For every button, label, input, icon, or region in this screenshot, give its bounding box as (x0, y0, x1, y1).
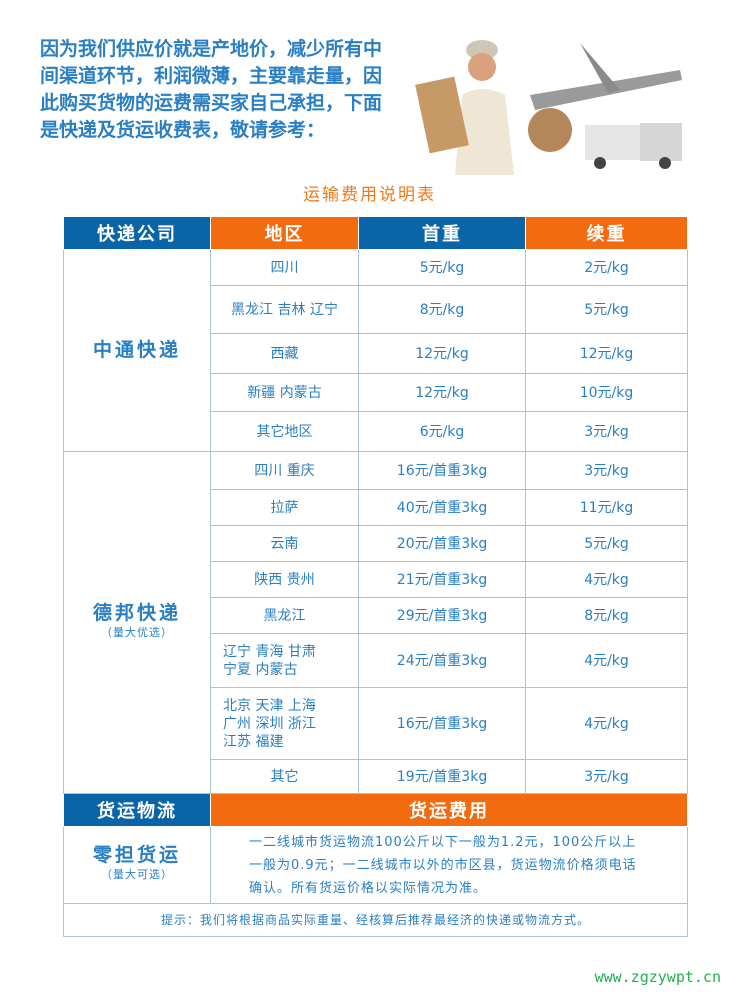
tip-text: 提示：我们将根据商品实际重量、经核算后推荐最经济的快递或物流方式。 (63, 903, 688, 937)
extra-weight-cell: 4元/kg (525, 687, 688, 760)
region-cell: 四川 (210, 249, 359, 286)
freight-note: （量大可选） (101, 868, 173, 881)
region-cell: 拉萨 (210, 489, 359, 526)
extra-weight-cell: 3元/kg (525, 759, 688, 794)
extra-weight-cell: 4元/kg (525, 561, 688, 598)
first-weight-cell: 24元/首重3kg (358, 633, 526, 688)
first-weight-cell: 19元/首重3kg (358, 759, 526, 794)
header-extra-weight: 续重 (525, 216, 688, 250)
table-title: 运输费用说明表 (303, 185, 436, 205)
first-weight-cell: 20元/首重3kg (358, 525, 526, 562)
extra-weight-cell: 5元/kg (525, 525, 688, 562)
first-weight-cell: 12元/kg (358, 373, 526, 412)
extra-weight-cell: 3元/kg (525, 451, 688, 490)
freight-header-right: 货运费用 (210, 793, 688, 827)
freight-row: 零担货运 （量大可选） 一二线城市货运物流100公斤以下一般为1.2元，100公斤… (63, 826, 688, 904)
zhongtong-rows: 中通快递 四川 5元/kg 2元/kg 黑龙江 吉林 辽宁 8元/kg 5元/kg 西藏 12元… (63, 249, 688, 452)
region-cell: 其它地区 (210, 411, 359, 452)
table-row: 辽宁 青海 甘肃 宁夏 内蒙古 24元/首重3kg 4元/kg (64, 633, 688, 688)
region-cell: 黑龙江 吉林 辽宁 (210, 285, 359, 334)
table-row: 黑龙江 吉林 辽宁 8元/kg 5元/kg (64, 285, 688, 334)
company-name: 中通快递 (92, 338, 181, 361)
freight-name: 零担货运 (92, 844, 181, 866)
table-row: 陕西 贵州 21元/首重3kg 4元/kg (64, 561, 688, 598)
table-row: 中通快递 四川 5元/kg 2元/kg (63, 249, 688, 452)
first-weight-cell: 29元/首重3kg (358, 597, 526, 634)
courier-delivery-image (415, 40, 682, 175)
region-cell: 四川 重庆 (210, 451, 359, 490)
region-cell: 辽宁 青海 甘肃 宁夏 内蒙古 (210, 633, 359, 688)
header-row: 快递公司 地区 首重 续重 (63, 216, 688, 250)
table-row: 西藏 12元/kg 12元/kg (64, 333, 688, 374)
company-note: （量大优选） (101, 625, 173, 639)
first-weight-cell: 21元/首重3kg (358, 561, 526, 598)
region-cell: 其它 (210, 759, 359, 794)
tip-row: 提示：我们将根据商品实际重量、经核算后推荐最经济的快递或物流方式。 (63, 903, 688, 937)
header-region: 地区 (210, 216, 359, 250)
region-cell: 北京 天津 上海 广州 深圳 浙江 江苏 福建 (210, 687, 359, 760)
freight-name-cell: 零担货运 （量大可选） (63, 826, 211, 904)
freight-header-row: 货运物流 货运费用 (63, 793, 688, 827)
table-row: 其它 19元/首重3kg 3元/kg (64, 759, 688, 794)
first-weight-cell: 16元/首重3kg (358, 451, 526, 490)
table-row: 黑龙江 29元/首重3kg 8元/kg (64, 597, 688, 634)
company-name: 德邦快递 (92, 601, 181, 624)
region-cell: 西藏 (210, 333, 359, 374)
table-row: 云南 20元/首重3kg 5元/kg (64, 525, 688, 562)
header-company: 快递公司 (63, 216, 211, 250)
extra-weight-cell: 4元/kg (525, 633, 688, 688)
freight-description: 一二线城市货运物流100公斤以下一般为1.2元，100公斤以上一般为0.9元；一… (210, 826, 688, 904)
freight-header-left: 货运物流 (63, 793, 211, 827)
first-weight-cell: 6元/kg (358, 411, 526, 452)
table-row: 其它地区 6元/kg 3元/kg (64, 411, 688, 452)
region-cell: 陕西 贵州 (210, 561, 359, 598)
intro-text: 因为我们供应价就是产地价，减少所有中间渠道环节，利润微薄，主要靠走量，因此购买货… (40, 38, 383, 141)
region-cell: 云南 (210, 525, 359, 562)
extra-weight-cell: 10元/kg (525, 373, 688, 412)
company-cell: 德邦快递 （量大优选） (63, 451, 211, 794)
first-weight-cell: 40元/首重3kg (358, 489, 526, 526)
extra-weight-cell: 11元/kg (525, 489, 688, 526)
first-weight-cell: 5元/kg (358, 249, 526, 286)
first-weight-cell: 8元/kg (358, 285, 526, 334)
extra-weight-cell: 5元/kg (525, 285, 688, 334)
region-cell: 新疆 内蒙古 (210, 373, 359, 412)
first-weight-cell: 16元/首重3kg (358, 687, 526, 760)
debang-rows: 德邦快递 （量大优选） 四川 重庆 16元/首重3kg 3元/kg 拉萨 40元/首重3kg… (63, 451, 688, 794)
extra-weight-cell: 3元/kg (525, 411, 688, 452)
table-row: 德邦快递 （量大优选） 四川 重庆 16元/首重3kg 3元/kg (63, 451, 688, 794)
extra-weight-cell: 12元/kg (525, 333, 688, 374)
extra-weight-cell: 2元/kg (525, 249, 688, 286)
shipping-fee-table: 快递公司 地区 首重 续重 中通快递 四川 5元/kg 2元/kg 黑龙江 吉林 辽宁 8… (63, 216, 688, 937)
header-first-weight: 首重 (358, 216, 526, 250)
first-weight-cell: 12元/kg (358, 333, 526, 374)
extra-weight-cell: 8元/kg (525, 597, 688, 634)
watermark: www.zgzywpt.cn (594, 968, 721, 986)
region-cell: 黑龙江 (210, 597, 359, 634)
company-cell: 中通快递 (63, 249, 211, 452)
table-row: 北京 天津 上海 广州 深圳 浙江 江苏 福建 16元/首重3kg 4元/kg (64, 687, 688, 760)
